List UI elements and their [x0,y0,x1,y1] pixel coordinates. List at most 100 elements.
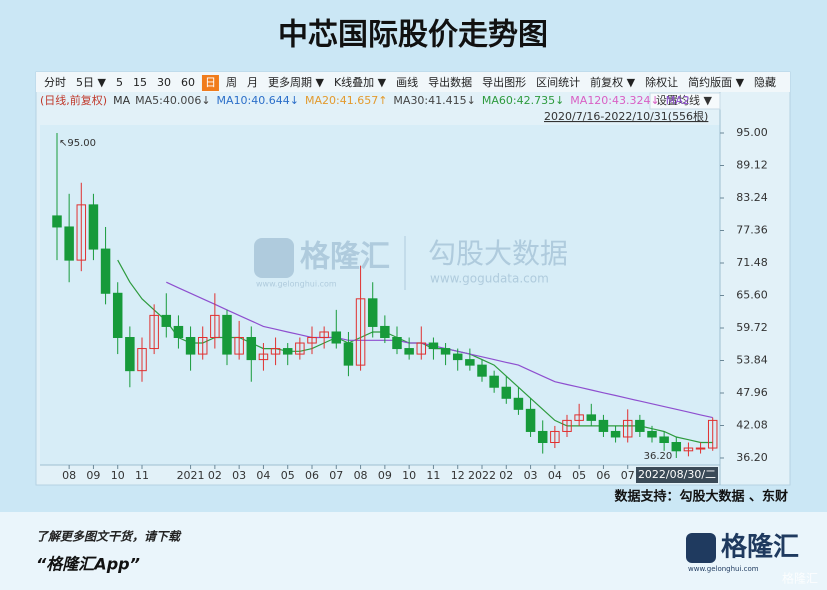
y-tick-label: 65.60 [736,288,768,301]
cursor-label-bg [636,467,718,483]
candle-body [428,342,439,350]
footer-app: “格隆汇App” [36,555,140,574]
candle-body [149,314,159,350]
candle-body [64,226,74,261]
toolbar-item[interactable]: 5 [116,76,123,89]
toolbar-item[interactable]: 60 [181,76,195,89]
candle-body [52,215,62,228]
chart-title: 中芯国际股价走势图 [278,18,548,53]
toolbar-item[interactable]: 画线 [396,75,418,89]
candle-body [501,386,512,399]
candle-body [367,298,378,327]
candle-body [307,337,317,344]
y-tick-label: 47.96 [736,386,768,399]
toolbar-item[interactable]: 15 [133,76,147,89]
candle-body [683,447,694,452]
candle-body [319,331,329,338]
x-tick-label: 06 [305,469,319,482]
toolbar-item[interactable]: 导出数据 [428,75,472,89]
watermark-data-url: www.gogudata.com [430,272,549,286]
watermark-url: www.gelonghui.com [256,280,337,289]
y-tick-label: 89.12 [736,159,768,172]
x-tick-label: 07 [621,469,635,482]
x-tick-label: 10 [402,469,416,482]
x-tick-label: 05 [572,469,586,482]
toolbar-item[interactable]: 导出图形 [482,75,526,89]
y-tick-label: 59.72 [736,321,768,334]
candle-body [137,348,147,372]
candle-body [659,436,669,444]
candle-body [489,375,499,388]
toolbar-item[interactable]: K线叠加 ▼ [334,75,387,89]
legend-entry: MA60:42.735↓ [482,94,564,107]
toolbar-item[interactable]: 周 [226,76,237,89]
y-tick-label: 83.24 [736,191,768,204]
watermark-icon [254,238,294,278]
candle-body [222,314,232,355]
candle-body [331,331,342,344]
corner-brand: 格隆汇 [782,571,818,586]
x-tick-label: 09 [86,469,100,482]
candle-body [392,337,402,350]
candle-body [161,314,172,327]
mode-label: (日线,前复权) [40,93,107,107]
candle-body [282,348,293,355]
toolbar-item[interactable]: 前复权 ▼ [590,75,635,89]
candle-body [610,430,621,438]
legend-entry: MA2 [666,94,690,107]
logo-text: 格隆汇 [721,532,799,563]
toolbar-active [201,75,219,91]
y-tick-label: 53.84 [736,353,768,366]
cursor-label: 2022/08/30/二 [638,468,716,481]
x-tick-label: 03 [232,469,246,482]
candle-body [173,325,184,339]
x-tick-label: 11 [426,469,440,482]
candle-body [574,414,584,421]
toolbar-item[interactable]: 5日 ▼ [76,76,106,89]
toolbar-item[interactable]: 简约版面 ▼ [688,75,744,89]
ma-settings[interactable]: 设置均线 ▼ [656,93,712,107]
toolbar-item[interactable]: 月 [247,76,258,89]
y-tick-label: 36.20 [736,451,768,464]
legend-entry: MA10:40.644↓ [217,94,299,107]
x-tick-label: 07 [329,469,343,482]
legend-entry: MA30:41.415↓ [393,94,475,107]
logo-url: www.gelonghui.com [688,565,759,573]
candle-body [258,353,269,361]
toolbar-item[interactable]: 区间统计 [536,76,580,89]
candle-body [647,430,657,438]
x-tick-label: 10 [111,469,125,482]
candle-body [355,298,366,366]
footer-prompt: 了解更多图文干货，请下载 [36,530,182,544]
candle-body [513,397,524,410]
y-tick-label: 95.00 [736,126,768,139]
x-tick-label: 2022 [468,469,496,482]
toolbar-item[interactable]: 隐藏 [754,76,776,89]
candle-body [197,337,208,355]
ma-line [166,281,713,419]
annotation: 36.20 [644,451,673,462]
candle-body [100,248,111,294]
legend-entry: MA20:41.657↑ [305,94,387,107]
toolbar-item[interactable]: 30 [157,76,171,89]
toolbar-item[interactable]: 分时 [44,76,66,89]
candle-body [295,342,305,355]
ma-settings-box[interactable] [649,92,721,110]
toolbar-item[interactable]: 日 [205,76,216,89]
x-tick-label: 2021 [177,469,205,482]
toolbar-bg [36,72,790,92]
range-info: 2020/7/16-2022/10/31(556根) [544,109,708,123]
source: 数据支持：勾股大数据 、东财 [614,489,788,505]
x-tick-label: 04 [256,469,270,482]
y-tick-label: 71.48 [736,256,768,269]
x-tick-label: 06 [596,469,610,482]
x-tick-label: 02 [208,469,222,482]
candle-body [707,419,718,449]
toolbar-item[interactable]: 更多周期 ▼ [268,75,324,89]
candle-body [416,342,427,355]
legend-entry: MA5:40.006↓ [135,94,210,107]
toolbar-item[interactable]: 除权让 [645,75,678,89]
x-tick-label: 12 [451,469,465,482]
